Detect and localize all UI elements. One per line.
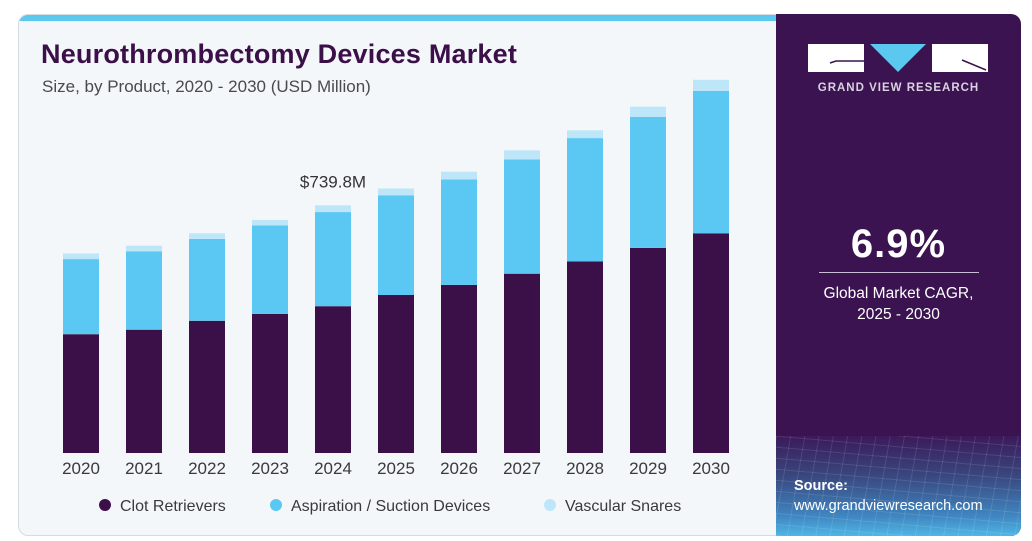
bar-2022-aspiration-suction-devices xyxy=(189,238,225,321)
legend-swatch xyxy=(544,499,556,511)
x-tick-label: 2022 xyxy=(188,459,226,478)
x-tick-label: 2028 xyxy=(566,459,604,478)
x-tick-label: 2025 xyxy=(377,459,415,478)
x-tick-label: 2021 xyxy=(125,459,163,478)
bar-2028-vascular-snares xyxy=(567,130,603,139)
bar-2030-aspiration-suction-devices xyxy=(693,91,729,234)
chart-subtitle: Size, by Product, 2020 - 2030 (USD Milli… xyxy=(42,77,371,96)
bar-2024-vascular-snares xyxy=(315,205,351,212)
x-axis-ticks: 2020 2021 2022 2023 2024 2025 2026 2027 2028 2029… xyxy=(62,459,730,478)
cagr-label-line2: 2025 - 2030 xyxy=(857,306,940,323)
cagr-label: Global Market CAGR, 2025 - 2030 xyxy=(776,283,1021,325)
bars-group xyxy=(63,79,729,453)
bar-2028-clot-retrievers xyxy=(567,261,603,453)
bar-2023-aspiration-suction-devices xyxy=(252,225,288,314)
x-tick-label: 2027 xyxy=(503,459,541,478)
bar-2022-vascular-snares xyxy=(189,233,225,239)
bar-2022-clot-retrievers xyxy=(189,320,225,453)
bar-2020-vascular-snares xyxy=(63,253,99,260)
legend-label: Clot Retrievers xyxy=(120,498,226,515)
x-tick-label: 2026 xyxy=(440,459,478,478)
chart-title: Neurothrombectomy Devices Market xyxy=(41,39,518,69)
cagr-divider xyxy=(819,272,979,273)
bar-2025-vascular-snares xyxy=(378,188,414,196)
x-tick-label: 2024 xyxy=(314,459,352,478)
bar-2025-clot-retrievers xyxy=(378,295,414,453)
bar-2024-aspiration-suction-devices xyxy=(315,212,351,307)
bar-2021-vascular-snares xyxy=(126,245,162,252)
legend-label: Aspiration / Suction Devices xyxy=(291,498,490,515)
cagr-label-line1: Global Market CAGR, xyxy=(823,285,974,302)
bar-2020-clot-retrievers xyxy=(63,334,99,453)
bar-2023-clot-retrievers xyxy=(252,314,288,453)
stacked-bar-chart: 2020 2021 2022 2023 2024 2025 2026 2027 2028 2029… xyxy=(62,79,730,515)
bar-2026-clot-retrievers xyxy=(441,284,477,453)
grand-view-research-logo-icon xyxy=(808,44,988,72)
x-tick-label: 2023 xyxy=(251,459,289,478)
bar-2026-vascular-snares xyxy=(441,171,477,180)
bar-2028-aspiration-suction-devices xyxy=(567,138,603,262)
legend: Clot Retrievers Aspiration / Suction Devi… xyxy=(99,498,681,515)
legend-label: Vascular Snares xyxy=(565,498,681,515)
bar-2025-aspiration-suction-devices xyxy=(378,195,414,295)
brand-name: GRAND VIEW RESEARCH xyxy=(817,82,980,94)
bar-2027-clot-retrievers xyxy=(504,273,540,453)
bar-2027-vascular-snares xyxy=(504,150,540,160)
legend-swatch xyxy=(99,499,111,511)
legend-swatch xyxy=(270,499,282,511)
x-tick-label: 2030 xyxy=(692,459,730,478)
accent-strip xyxy=(19,15,776,21)
bar-2029-aspiration-suction-devices xyxy=(630,116,666,248)
bar-2020-aspiration-suction-devices xyxy=(63,259,99,335)
source-label: Source: xyxy=(794,478,848,494)
bar-2030-vascular-snares xyxy=(693,79,729,91)
x-tick-label: 2020 xyxy=(62,459,100,478)
bar-2030-clot-retrievers xyxy=(693,233,729,453)
source-url[interactable]: www.grandviewresearch.com xyxy=(794,498,983,514)
source-background xyxy=(776,436,1021,536)
cagr-value: 6.9% xyxy=(850,222,947,266)
bar-2029-clot-retrievers xyxy=(630,247,666,453)
bar-2023-vascular-snares xyxy=(252,219,288,226)
annotations: $739.8M xyxy=(300,172,366,191)
bar-2029-vascular-snares xyxy=(630,106,666,117)
bar-2024-clot-retrievers xyxy=(315,306,351,453)
data-label-2024: $739.8M xyxy=(300,172,366,191)
bar-2027-aspiration-suction-devices xyxy=(504,159,540,274)
bar-2021-clot-retrievers xyxy=(126,329,162,453)
info-panel: GRAND VIEW RESEARCH 6.9% Global Market C… xyxy=(776,14,1021,536)
x-tick-label: 2029 xyxy=(629,459,667,478)
bar-2026-aspiration-suction-devices xyxy=(441,179,477,285)
bar-2021-aspiration-suction-devices xyxy=(126,251,162,330)
